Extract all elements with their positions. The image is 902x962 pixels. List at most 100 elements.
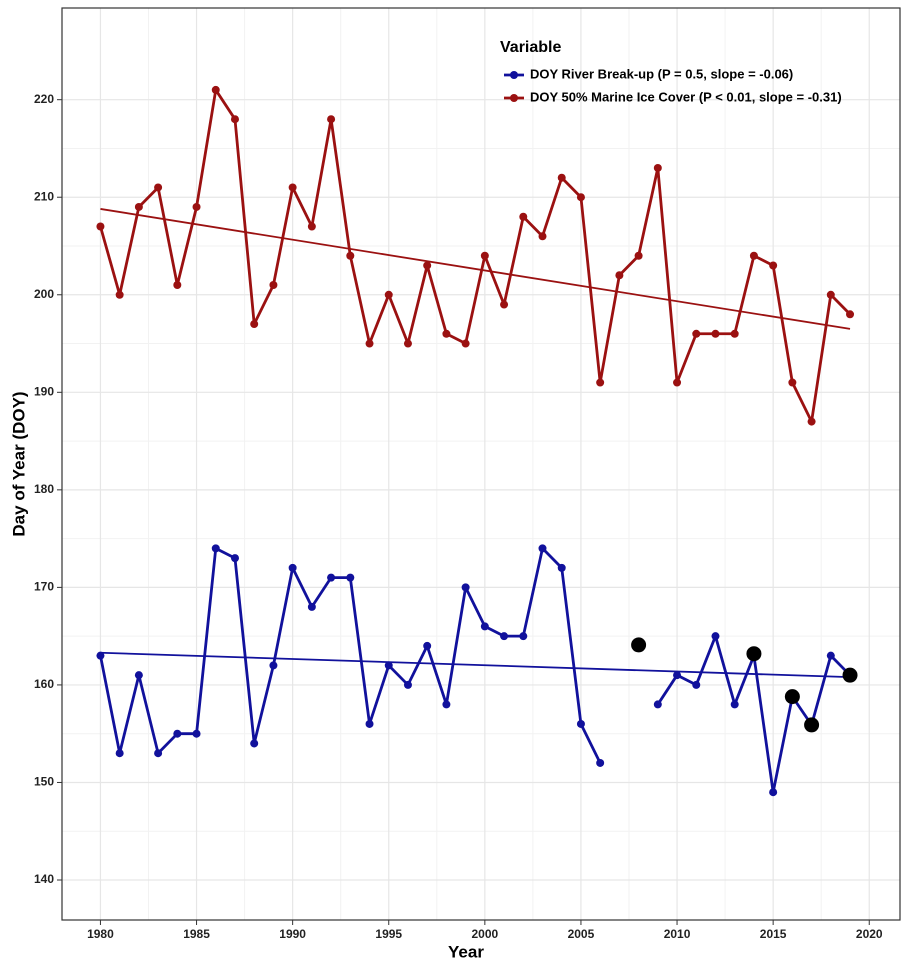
- data-point: [673, 378, 682, 387]
- x-tick-label: 2010: [664, 927, 691, 941]
- legend-label: DOY River Break-up (P = 0.5, slope = -0.…: [530, 66, 793, 81]
- data-point: [442, 329, 451, 338]
- x-tick-label: 1985: [183, 927, 210, 941]
- data-point: [596, 758, 605, 767]
- data-point: [615, 271, 624, 280]
- grid: [62, 8, 900, 920]
- data-point: [384, 661, 393, 670]
- data-point: [230, 115, 239, 124]
- data-point: [211, 85, 220, 94]
- data-point: [711, 632, 720, 641]
- highlight-point: [746, 646, 762, 662]
- data-point: [96, 222, 105, 231]
- data-point: [673, 671, 682, 680]
- data-point: [557, 563, 566, 572]
- data-point: [365, 339, 374, 348]
- data-point: [576, 193, 585, 202]
- data-point: [346, 573, 355, 582]
- data-point: [173, 729, 182, 738]
- series-line: [99, 88, 852, 423]
- data-point: [500, 300, 509, 309]
- data-point: [519, 632, 528, 641]
- data-point: [653, 700, 662, 709]
- data-point: [423, 641, 432, 650]
- data-point: [307, 222, 316, 231]
- y-tick-label: 140: [34, 872, 54, 886]
- highlight-point: [804, 717, 820, 733]
- x-tick-label: 2000: [471, 927, 498, 941]
- x-tick-label: 1980: [87, 927, 114, 941]
- y-tick-label: 200: [34, 287, 54, 301]
- data-point: [557, 173, 566, 182]
- data-point: [769, 788, 778, 797]
- legend-key: [510, 71, 518, 79]
- data-point: [480, 622, 489, 631]
- data-point: [634, 251, 643, 260]
- x-tick-label: 2020: [856, 927, 883, 941]
- data-point: [134, 671, 143, 680]
- highlight-point: [842, 667, 858, 683]
- data-point: [192, 729, 201, 738]
- legend-label: DOY 50% Marine Ice Cover (P < 0.01, slop…: [530, 89, 842, 104]
- y-tick-label: 160: [34, 677, 54, 691]
- data-point: [442, 700, 451, 709]
- data-point: [403, 680, 412, 689]
- data-point: [134, 202, 143, 211]
- plot-border: [61, 7, 901, 921]
- data-point: [480, 251, 489, 260]
- y-tick-label: 150: [34, 775, 54, 789]
- data-point: [154, 183, 163, 192]
- data-point: [192, 202, 201, 211]
- data-point: [384, 290, 393, 299]
- data-point: [538, 232, 547, 241]
- data-point: [288, 183, 297, 192]
- data-point: [403, 339, 412, 348]
- data-point: [365, 719, 374, 728]
- data-point: [692, 329, 701, 338]
- data-point: [730, 329, 739, 338]
- data-point: [307, 602, 316, 611]
- y-tick-label: 170: [34, 580, 54, 594]
- highlight-point: [631, 637, 647, 653]
- data-point: [211, 544, 220, 553]
- data-point: [692, 680, 701, 689]
- trend-line: [100, 651, 851, 679]
- data-point: [346, 251, 355, 260]
- data-point: [269, 661, 278, 670]
- data-point: [826, 290, 835, 299]
- data-point: [538, 544, 547, 553]
- data-point: [230, 554, 239, 563]
- data-point: [115, 290, 124, 299]
- data-point: [576, 719, 585, 728]
- data-point: [788, 378, 797, 387]
- data-point: [96, 651, 105, 660]
- data-point: [250, 739, 259, 748]
- x-tick-label: 2015: [760, 927, 787, 941]
- x-tick-label: 1995: [375, 927, 402, 941]
- data-point: [749, 251, 758, 260]
- data-point: [596, 378, 605, 387]
- data-point: [519, 212, 528, 221]
- data-point: [327, 573, 336, 582]
- legend-title: Variable: [500, 39, 561, 56]
- y-tick-label: 190: [34, 384, 54, 398]
- x-axis-title: Year: [448, 942, 484, 961]
- data-point: [115, 749, 124, 758]
- trend-line: [100, 208, 851, 330]
- data-point: [653, 163, 662, 172]
- data-point: [461, 339, 470, 348]
- y-axis-title: Day of Year (DOY): [9, 391, 28, 536]
- y-tick-label: 220: [34, 92, 54, 106]
- data-point: [769, 261, 778, 270]
- data-point: [846, 310, 855, 319]
- data-point: [461, 583, 470, 592]
- highlight-point: [784, 689, 800, 705]
- data-point: [173, 281, 182, 290]
- data-point: [807, 417, 816, 426]
- data-point: [250, 320, 259, 329]
- data-point: [423, 261, 432, 270]
- y-tick-label: 180: [34, 482, 54, 496]
- legend-key: [510, 94, 518, 102]
- data-point: [154, 749, 163, 758]
